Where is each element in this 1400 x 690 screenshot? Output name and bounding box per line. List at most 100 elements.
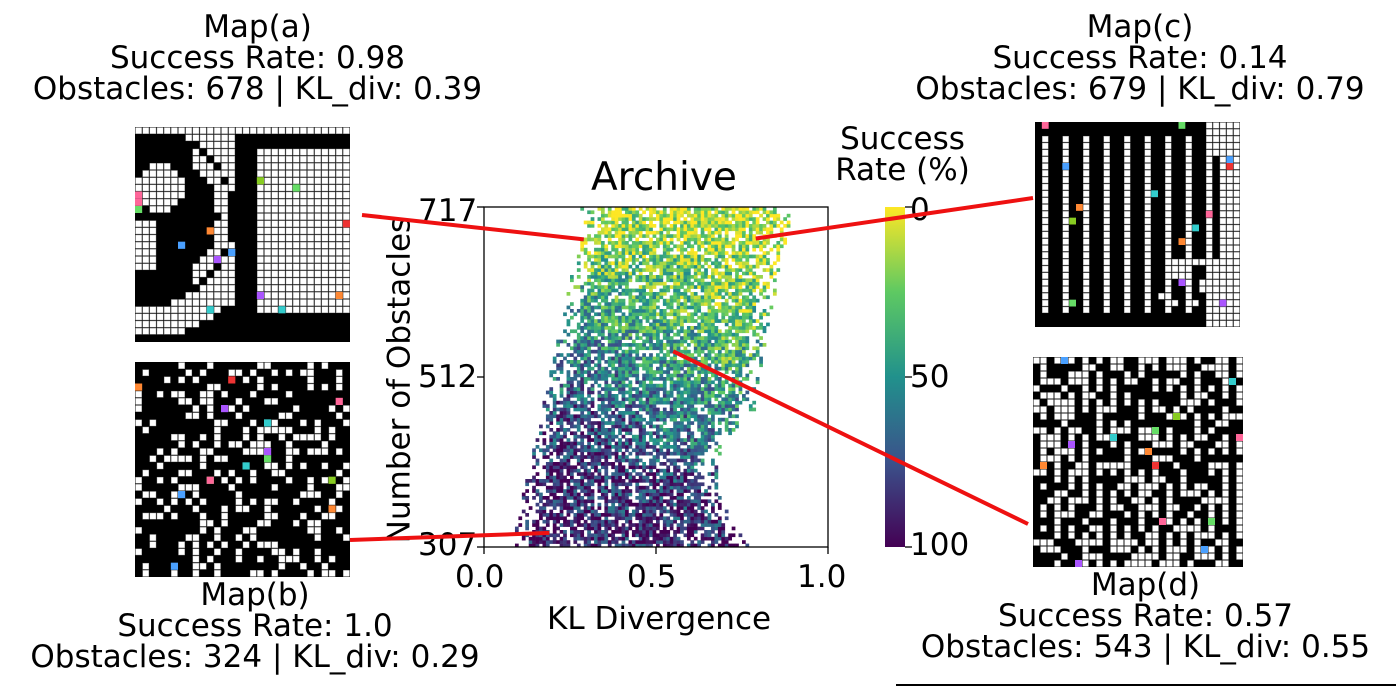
archive-cell	[631, 475, 636, 480]
archive-cell	[662, 407, 667, 412]
archive-cell	[645, 302, 650, 306]
map-free-cell	[1144, 245, 1151, 252]
archive-cell	[762, 329, 767, 334]
map-free-cell	[214, 234, 221, 242]
archive-cell	[656, 482, 660, 487]
archive-cell	[611, 366, 616, 371]
archive-cell	[604, 387, 609, 391]
map-agent-marker	[135, 198, 143, 206]
archive-cell	[604, 509, 609, 514]
archive-cell	[673, 322, 677, 327]
archive-cell	[625, 458, 629, 463]
map-free-cell	[221, 419, 228, 427]
map-free-cell	[199, 163, 207, 170]
map-agent-marker	[206, 476, 214, 484]
map-free-cell	[264, 541, 271, 549]
map-free-cell	[271, 419, 279, 427]
map-free-cell	[214, 141, 221, 149]
archive-cell	[690, 492, 695, 497]
map-free-cell	[307, 491, 314, 498]
map-free-cell	[307, 191, 314, 199]
archive-cell	[597, 285, 602, 289]
archive-cell	[755, 380, 760, 385]
map-free-cell	[142, 426, 150, 434]
map-free-cell	[206, 362, 214, 369]
archive-cell	[680, 513, 684, 517]
archive-cell	[686, 431, 691, 436]
archive-cell	[649, 523, 653, 527]
map-free-cell	[1206, 135, 1213, 143]
archive-cell	[594, 513, 598, 517]
archive-cell	[693, 302, 698, 306]
archive-cell	[594, 373, 598, 378]
archive-cell	[700, 278, 705, 283]
map-free-cell	[185, 484, 193, 491]
archive-cell	[590, 424, 595, 429]
map-free-cell	[1185, 170, 1192, 177]
map-free-cell	[163, 320, 171, 328]
archive-cell	[549, 465, 554, 470]
archive-cell	[587, 363, 591, 368]
archive-cell	[556, 343, 560, 347]
archive-cell	[631, 302, 636, 306]
archive-cell	[676, 414, 681, 419]
archive-cell	[752, 332, 757, 337]
archive-cell	[607, 434, 612, 439]
archive-cell	[700, 513, 705, 517]
map-free-cell	[192, 292, 200, 299]
archive-cell	[604, 346, 609, 351]
map-free-cell	[264, 241, 271, 249]
archive-cell	[714, 356, 719, 361]
archive-cell	[731, 319, 736, 323]
archive-cell	[611, 540, 616, 544]
archive-cell	[683, 360, 688, 364]
archive-cell	[676, 380, 681, 385]
archive-cell	[583, 363, 588, 368]
map-free-cell	[321, 249, 329, 256]
archive-cell	[628, 397, 633, 402]
map-free-cell	[335, 127, 343, 134]
archive-cell	[590, 288, 595, 293]
archive-cell	[645, 370, 650, 374]
archive-cell	[693, 326, 698, 330]
archive-cell	[693, 397, 698, 402]
archive-cell	[697, 387, 702, 391]
archive-cell	[642, 292, 646, 296]
archive-cell	[738, 533, 743, 538]
archive-cell	[625, 472, 629, 476]
archive-cell	[597, 356, 602, 361]
archive-cell	[635, 482, 640, 487]
archive-cell	[573, 404, 578, 408]
archive-cell	[604, 489, 609, 493]
map-free-cell	[1124, 252, 1131, 259]
map-free-cell	[1219, 286, 1227, 293]
map-free-cell	[1219, 252, 1227, 259]
archive-cell	[638, 445, 643, 449]
archive-cell	[597, 479, 602, 483]
map-free-cell	[178, 390, 185, 398]
map-free-cell	[171, 512, 178, 520]
archive-cell	[618, 380, 622, 385]
archive-cell	[752, 298, 757, 303]
map-free-cell	[1233, 142, 1240, 150]
archive-cell	[597, 458, 602, 463]
archive-cell	[642, 302, 646, 306]
archive-cell	[748, 370, 753, 374]
archive-cell	[594, 458, 598, 463]
archive-cell	[690, 329, 695, 334]
map-c-success: Success Rate: 0.14	[992, 40, 1288, 76]
archive-cell	[662, 506, 667, 510]
map-free-cell	[314, 191, 322, 199]
archive-cell	[759, 292, 763, 296]
map-free-cell	[278, 469, 286, 477]
archive-cell	[704, 445, 708, 449]
archive-cell	[676, 343, 681, 347]
archive-cell	[587, 536, 591, 541]
archive-cell	[645, 519, 650, 524]
map-free-cell	[328, 570, 336, 577]
archive-cell	[594, 451, 598, 456]
archive-cell	[642, 445, 646, 449]
archive-cell	[607, 302, 612, 306]
archive-cell	[573, 530, 578, 534]
archive-cell	[607, 438, 612, 442]
